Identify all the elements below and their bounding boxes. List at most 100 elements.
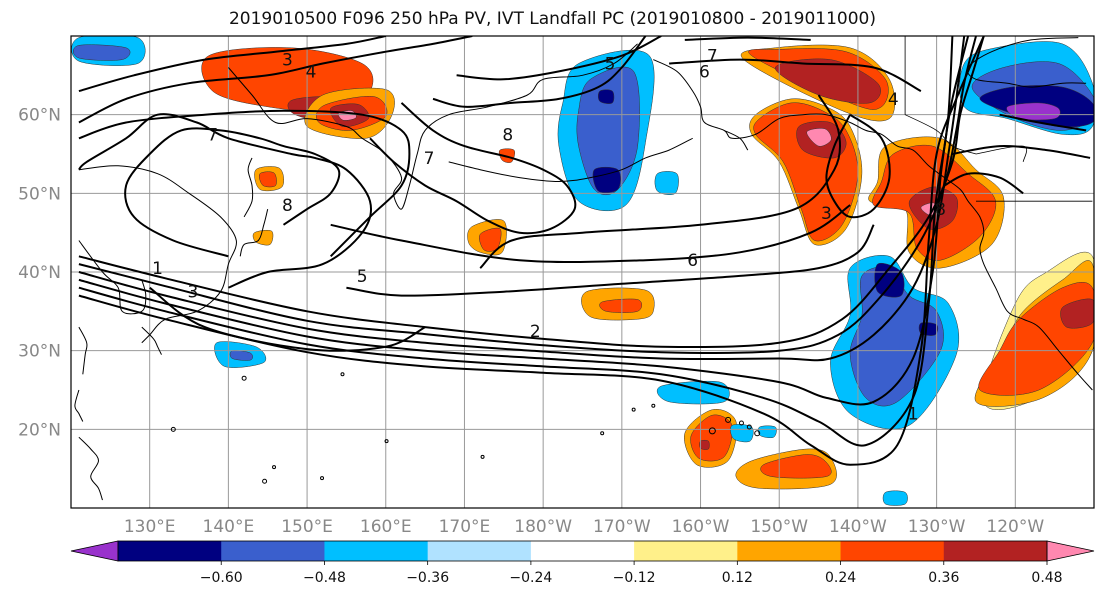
colorbar-segment (324, 541, 429, 561)
colorbar-segment (118, 541, 222, 561)
pc-shading-region (757, 425, 777, 439)
pv-contour (78, 36, 954, 406)
lon-tick-label: 140°W (829, 517, 887, 537)
pv-contour (78, 36, 966, 362)
coastline (74, 389, 84, 422)
colorbar-tick-label: 0.36 (928, 570, 959, 586)
pc-shading-region (258, 171, 277, 188)
coastline (723, 129, 749, 151)
pv-contour-label: 7 (207, 125, 218, 145)
pv-contour (78, 36, 970, 447)
pc-shading-region (599, 298, 643, 313)
colorbar-segment (737, 541, 842, 561)
lon-tick-label: 130°E (124, 517, 176, 537)
colorbar-tick-label: 0.12 (722, 570, 753, 586)
pv-contour (432, 36, 647, 108)
pc-shading-layer (71, 36, 1094, 506)
lat-tick-label: 30°N (18, 342, 61, 362)
pv-contour-label: 5 (357, 267, 368, 287)
pv-contour (684, 36, 811, 41)
island (708, 427, 716, 435)
coastline (78, 326, 88, 375)
longitude-tick-labels: 130°E 140°E 150°E 160°E 170°E 180°W 170°W 160°W… (124, 517, 1045, 537)
plot-title: 2019010500 F096 250 hPa PV, IVT Landfall… (228, 9, 876, 29)
coastline (78, 240, 147, 315)
pc-shading-region (656, 380, 730, 405)
lon-tick-label: 170°W (593, 517, 651, 537)
pv-contour (78, 36, 386, 93)
colorbar-segment (221, 541, 325, 561)
pc-shading-region (690, 414, 733, 462)
colorbar-tick-label: −0.24 (509, 570, 552, 586)
lon-tick-label: 170°E (439, 517, 491, 537)
lon-tick-label: 120°W (986, 517, 1044, 537)
pv-contour (669, 58, 922, 92)
pc-shading-region (592, 166, 621, 194)
pv-contour (346, 224, 875, 297)
colorbar-tick-label: −0.12 (613, 570, 656, 586)
colorbar-tick-label: −0.36 (406, 570, 449, 586)
pv-contour-label: 7 (707, 47, 718, 67)
pv-contour-label: 4 (888, 90, 899, 110)
pc-shading-region (654, 171, 679, 195)
map-frame (70, 35, 1095, 509)
pv-contour-label: 8 (282, 196, 293, 216)
lon-tick-label: 150°E (281, 517, 333, 537)
pv-contour-label: 6 (687, 251, 698, 271)
lon-tick-label: 160°W (672, 517, 730, 537)
colorbar-segment (427, 541, 532, 561)
pv-contour (479, 94, 842, 269)
island (651, 403, 656, 408)
coastline (239, 208, 269, 257)
colorbar-frame (117, 540, 1048, 562)
pv-contour (456, 36, 662, 81)
pv-contour-label: 3 (821, 204, 832, 224)
lat-tick-label: 50°N (18, 184, 61, 204)
pv-contour-label: 2 (530, 322, 541, 342)
island (738, 420, 744, 426)
pv-contour (78, 36, 977, 354)
pv-contour (825, 113, 891, 219)
pv-contour-label: 6 (699, 62, 710, 82)
lon-tick-label: 130°W (908, 517, 966, 537)
colorbar-extend-max (1046, 540, 1095, 562)
pc-shading-region (597, 89, 615, 104)
pv-contour (999, 113, 1087, 132)
pv-contour (952, 145, 1091, 159)
colorbar-segment (840, 541, 945, 561)
island (725, 416, 732, 423)
lat-tick-label: 60°N (18, 106, 61, 126)
pv-contour (149, 286, 426, 352)
pc-shading-region (699, 439, 710, 450)
pv-contour (124, 127, 341, 258)
pv-contour-label: 1 (908, 405, 919, 425)
pc-shading-region (882, 490, 908, 506)
pv-contour-label: 3 (188, 283, 199, 303)
island (746, 424, 752, 430)
pv-contour (330, 204, 851, 263)
colorbar-tick-label: −0.48 (303, 570, 346, 586)
colorbar-tick-label: 0.24 (825, 570, 856, 586)
coastline (228, 43, 638, 210)
coastline (243, 157, 254, 218)
colorbar-segment (634, 541, 738, 561)
pv-contour (78, 36, 473, 124)
pv-contour-label: 4 (306, 62, 317, 82)
island (600, 431, 605, 436)
pv-contour (78, 109, 411, 258)
gridlines (71, 36, 1094, 508)
colorbar-tick-label: 0.48 (1031, 570, 1062, 586)
pv-contour-label: 1 (152, 259, 163, 279)
pv-contour (944, 172, 1024, 195)
island (262, 478, 268, 484)
coastline (78, 165, 237, 344)
island (384, 439, 389, 444)
colorbar-extend-min (70, 540, 119, 562)
coastline (141, 326, 162, 355)
political-border (975, 145, 1028, 162)
colorbar-segment (530, 541, 635, 561)
lat-tick-label: 40°N (18, 263, 61, 283)
lon-tick-label: 180°W (514, 517, 572, 537)
